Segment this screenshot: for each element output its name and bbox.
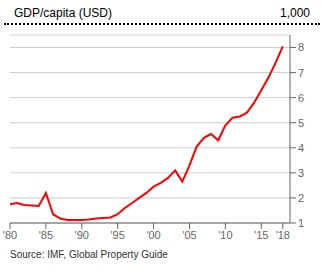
svg-text:'90: '90	[75, 229, 89, 241]
svg-text:7: 7	[298, 67, 304, 79]
html-text:Source: IMF, Global Property G: Source: IMF, Global Property Guide	[10, 249, 168, 260]
svg-text:'95: '95	[111, 229, 125, 241]
svg-text:2: 2	[298, 192, 304, 204]
svg-text:'10: '10	[218, 229, 232, 241]
svg-text:'00: '00	[146, 229, 160, 241]
svg-text:3: 3	[298, 167, 304, 179]
svg-text:'15: '15	[254, 229, 268, 241]
svg-text:'85: '85	[39, 229, 53, 241]
html-text:1,000: 1,000	[280, 6, 310, 20]
html-text:GDP/capita (USD): GDP/capita (USD)	[14, 6, 112, 20]
svg-text:1: 1	[298, 217, 304, 229]
svg-text:5: 5	[298, 117, 304, 129]
svg-text:'18: '18	[276, 229, 290, 241]
svg-text:'05: '05	[182, 229, 196, 241]
svg-text:4: 4	[298, 142, 304, 154]
svg-text:8: 8	[298, 41, 304, 53]
svg-text:'80: '80	[8, 229, 17, 241]
svg-text:6: 6	[298, 92, 304, 104]
